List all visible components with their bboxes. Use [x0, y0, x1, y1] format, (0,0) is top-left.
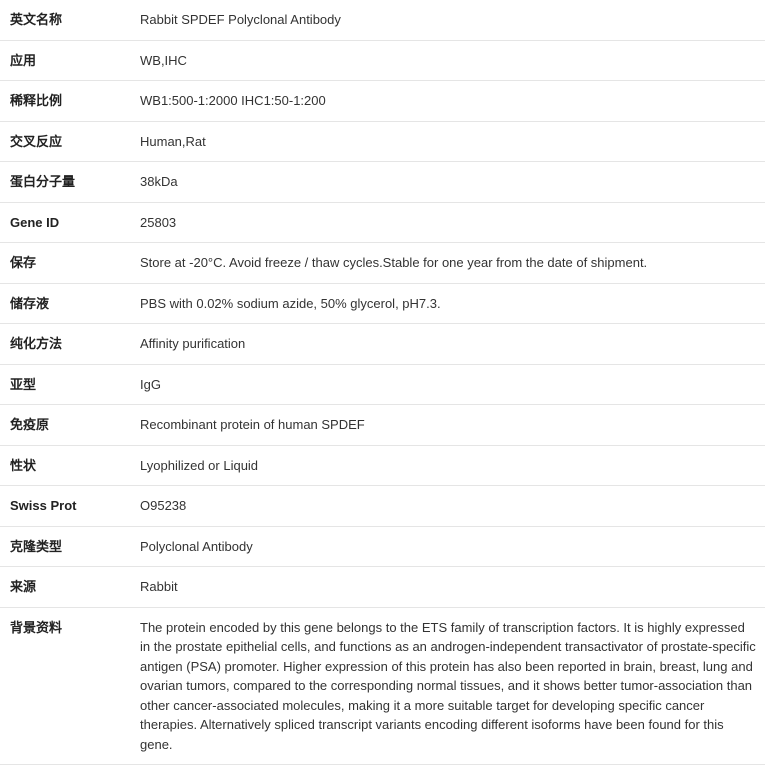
- row-value: Rabbit SPDEF Polyclonal Antibody: [130, 0, 765, 40]
- row-label: 交叉反应: [0, 121, 130, 162]
- product-spec-table: 英文名称 Rabbit SPDEF Polyclonal Antibody 应用…: [0, 0, 765, 765]
- table-row: 储存液 PBS with 0.02% sodium azide, 50% gly…: [0, 283, 765, 324]
- row-value: Polyclonal Antibody: [130, 526, 765, 567]
- row-value: 38kDa: [130, 162, 765, 203]
- row-value: WB1:500-1:2000 IHC1:50-1:200: [130, 81, 765, 122]
- table-row: 克隆类型 Polyclonal Antibody: [0, 526, 765, 567]
- table-row: 来源 Rabbit: [0, 567, 765, 608]
- row-label: 来源: [0, 567, 130, 608]
- row-label: 亚型: [0, 364, 130, 405]
- table-row: 英文名称 Rabbit SPDEF Polyclonal Antibody: [0, 0, 765, 40]
- row-value: WB,IHC: [130, 40, 765, 81]
- row-value: O95238: [130, 486, 765, 527]
- row-value: Store at -20°C. Avoid freeze / thaw cycl…: [130, 243, 765, 284]
- row-label: Swiss Prot: [0, 486, 130, 527]
- table-row: 纯化方法 Affinity purification: [0, 324, 765, 365]
- row-value: IgG: [130, 364, 765, 405]
- row-value: 25803: [130, 202, 765, 243]
- row-label: 应用: [0, 40, 130, 81]
- row-label: 背景资料: [0, 607, 130, 765]
- row-label: 免疫原: [0, 405, 130, 446]
- row-label: Gene ID: [0, 202, 130, 243]
- row-label: 蛋白分子量: [0, 162, 130, 203]
- table-row: 交叉反应 Human,Rat: [0, 121, 765, 162]
- table-row: 应用 WB,IHC: [0, 40, 765, 81]
- table-row: 保存 Store at -20°C. Avoid freeze / thaw c…: [0, 243, 765, 284]
- row-value: Lyophilized or Liquid: [130, 445, 765, 486]
- row-value: Human,Rat: [130, 121, 765, 162]
- table-row: 背景资料 The protein encoded by this gene be…: [0, 607, 765, 765]
- table-row: 亚型 IgG: [0, 364, 765, 405]
- row-label: 性状: [0, 445, 130, 486]
- table-row: Gene ID 25803: [0, 202, 765, 243]
- table-row: 性状 Lyophilized or Liquid: [0, 445, 765, 486]
- row-value: The protein encoded by this gene belongs…: [130, 607, 765, 765]
- row-label: 稀释比例: [0, 81, 130, 122]
- table-row: 蛋白分子量 38kDa: [0, 162, 765, 203]
- row-label: 保存: [0, 243, 130, 284]
- row-value: Rabbit: [130, 567, 765, 608]
- row-label: 克隆类型: [0, 526, 130, 567]
- row-label: 英文名称: [0, 0, 130, 40]
- row-value: PBS with 0.02% sodium azide, 50% glycero…: [130, 283, 765, 324]
- table-row: 稀释比例 WB1:500-1:2000 IHC1:50-1:200: [0, 81, 765, 122]
- table-row: 免疫原 Recombinant protein of human SPDEF: [0, 405, 765, 446]
- row-label: 储存液: [0, 283, 130, 324]
- table-row: Swiss Prot O95238: [0, 486, 765, 527]
- row-value: Recombinant protein of human SPDEF: [130, 405, 765, 446]
- row-label: 纯化方法: [0, 324, 130, 365]
- row-value: Affinity purification: [130, 324, 765, 365]
